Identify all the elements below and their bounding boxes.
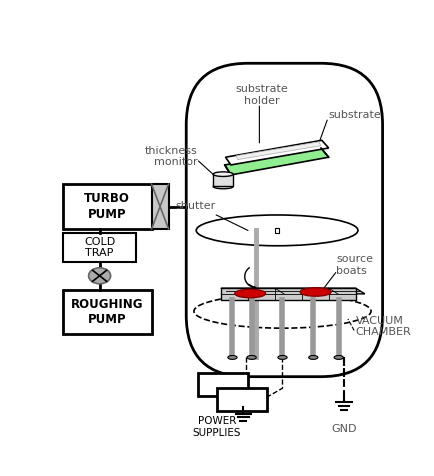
Ellipse shape	[235, 289, 266, 298]
Ellipse shape	[89, 268, 111, 284]
Bar	[63, 290, 151, 334]
Bar	[63, 233, 136, 262]
Ellipse shape	[247, 356, 256, 359]
Polygon shape	[225, 148, 329, 175]
Ellipse shape	[213, 172, 233, 177]
Text: COLD
TRAP: COLD TRAP	[84, 237, 115, 258]
Bar	[213, 174, 233, 187]
Bar	[151, 184, 168, 229]
Polygon shape	[236, 142, 321, 159]
Ellipse shape	[213, 184, 233, 189]
Polygon shape	[221, 288, 355, 300]
Text: shutter: shutter	[175, 201, 216, 211]
Bar	[275, 228, 279, 233]
Text: GND: GND	[331, 424, 357, 434]
Polygon shape	[226, 140, 329, 165]
Bar	[63, 184, 151, 229]
Text: source
boats: source boats	[336, 254, 373, 276]
Text: thickness
monitor: thickness monitor	[145, 146, 198, 167]
Polygon shape	[221, 288, 365, 294]
Text: ROUGHING
PUMP: ROUGHING PUMP	[71, 298, 144, 326]
Bar	[198, 373, 248, 396]
Text: substrate: substrate	[329, 110, 381, 120]
Ellipse shape	[278, 356, 287, 359]
Text: VACUUM
CHAMBER: VACUUM CHAMBER	[355, 316, 411, 337]
Ellipse shape	[228, 356, 237, 359]
Text: TURBO
PUMP: TURBO PUMP	[84, 192, 130, 220]
Ellipse shape	[300, 288, 331, 296]
Bar	[217, 388, 267, 411]
Ellipse shape	[309, 356, 318, 359]
Text: substrate
holder: substrate holder	[235, 84, 288, 106]
Ellipse shape	[334, 356, 343, 359]
Text: POWER
SUPPLIES: POWER SUPPLIES	[193, 416, 241, 437]
